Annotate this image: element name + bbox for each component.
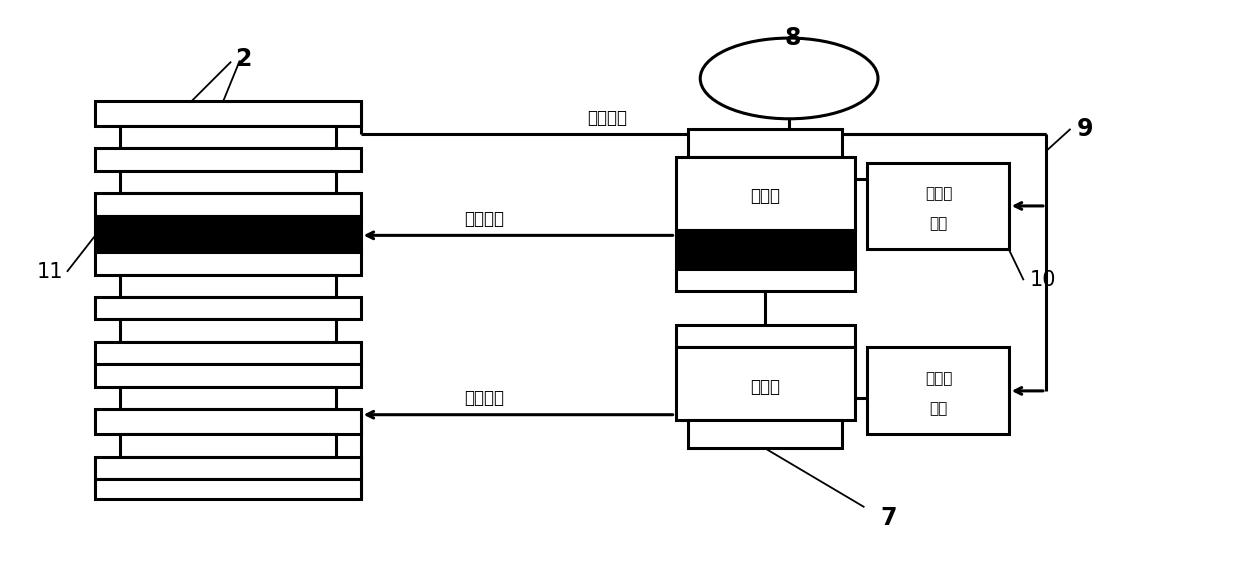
Text: 液体管路: 液体管路: [588, 109, 627, 127]
Bar: [120, 126, 336, 148]
Text: 乙烷: 乙烷: [929, 217, 947, 231]
Bar: [120, 319, 336, 342]
Text: 蒸发器: 蒸发器: [750, 187, 781, 205]
Text: 7: 7: [880, 507, 898, 530]
Text: 蒸气管路: 蒸气管路: [464, 209, 505, 228]
Bar: [95, 409, 361, 434]
Bar: [95, 148, 361, 171]
Circle shape: [701, 38, 878, 119]
Text: 2: 2: [236, 47, 252, 71]
Bar: [95, 342, 361, 365]
Bar: [95, 479, 361, 499]
Text: 蒸发器: 蒸发器: [750, 378, 781, 396]
Text: 11: 11: [36, 262, 63, 282]
Bar: [676, 325, 854, 348]
Bar: [120, 434, 336, 457]
Bar: [95, 365, 361, 387]
Text: 储液器: 储液器: [925, 371, 952, 386]
Bar: [95, 194, 361, 216]
Bar: [688, 129, 842, 157]
Bar: [95, 101, 361, 126]
Bar: [676, 157, 854, 230]
Text: 丙烯: 丙烯: [929, 402, 947, 417]
Bar: [95, 457, 361, 479]
Bar: [867, 162, 1009, 250]
Bar: [676, 230, 854, 269]
Bar: [120, 171, 336, 194]
Bar: [676, 348, 854, 421]
Text: 9: 9: [1076, 117, 1094, 141]
Text: 8: 8: [785, 25, 801, 50]
Bar: [120, 387, 336, 409]
Bar: [867, 348, 1009, 434]
Text: 蒸气管路: 蒸气管路: [464, 389, 505, 407]
Bar: [95, 252, 361, 275]
Bar: [120, 275, 336, 297]
Bar: [95, 216, 361, 252]
Text: 10: 10: [1030, 270, 1056, 290]
Bar: [676, 269, 854, 291]
Bar: [95, 297, 361, 319]
Text: 储液器: 储液器: [925, 186, 952, 201]
Bar: [688, 421, 842, 448]
